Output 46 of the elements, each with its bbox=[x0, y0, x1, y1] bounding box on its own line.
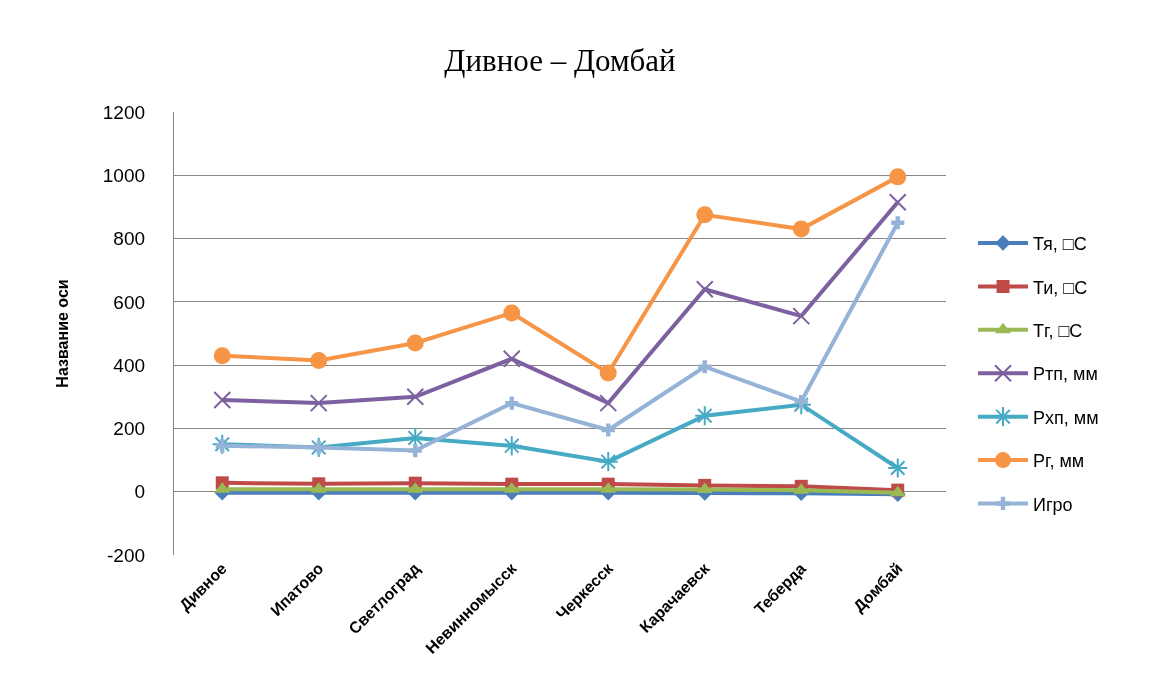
point bbox=[694, 405, 716, 427]
point bbox=[790, 394, 812, 416]
point bbox=[601, 423, 615, 437]
y-tick-label: 1000 bbox=[102, 164, 146, 186]
point bbox=[503, 304, 521, 322]
point bbox=[889, 168, 907, 186]
point bbox=[309, 394, 328, 413]
point bbox=[406, 334, 424, 352]
legend-label: Ртп, мм bbox=[1033, 364, 1098, 385]
point bbox=[408, 443, 422, 458]
y-tick-label: 400 bbox=[113, 354, 146, 376]
y-tick-label: 1200 bbox=[102, 101, 146, 123]
y-tick-label: 0 bbox=[134, 481, 146, 503]
point bbox=[211, 433, 233, 455]
point bbox=[792, 307, 811, 326]
point bbox=[887, 457, 909, 479]
point bbox=[792, 220, 810, 238]
point bbox=[310, 351, 328, 369]
point bbox=[215, 439, 229, 453]
y-tick-label: -200 bbox=[107, 544, 146, 566]
point bbox=[505, 396, 519, 410]
point bbox=[501, 435, 523, 457]
y-tick-label: 600 bbox=[113, 291, 146, 313]
point bbox=[599, 364, 617, 382]
point bbox=[891, 216, 905, 230]
y-tick-label: 800 bbox=[113, 228, 146, 250]
chart-title: Дивное – Домбай bbox=[444, 42, 676, 78]
legend-label: Тя, □C bbox=[1033, 234, 1087, 255]
legend-label: Игро bbox=[1033, 494, 1073, 515]
point bbox=[794, 394, 808, 409]
point bbox=[695, 280, 714, 299]
point bbox=[502, 349, 521, 368]
point bbox=[696, 206, 714, 224]
legend-label: Тг, □C bbox=[1033, 320, 1083, 341]
point bbox=[599, 394, 618, 413]
legend-label: Ти, □C bbox=[1033, 277, 1088, 298]
y-tick-label: 200 bbox=[113, 418, 146, 440]
point bbox=[406, 387, 425, 406]
point bbox=[698, 360, 712, 374]
point bbox=[213, 347, 231, 365]
point bbox=[888, 193, 907, 212]
point bbox=[597, 451, 619, 473]
legend-label: Рг, мм bbox=[1033, 451, 1085, 472]
legend-label: Рхп, мм bbox=[1033, 407, 1099, 428]
y-axis-title: Название оси bbox=[53, 279, 71, 388]
point bbox=[213, 390, 232, 409]
